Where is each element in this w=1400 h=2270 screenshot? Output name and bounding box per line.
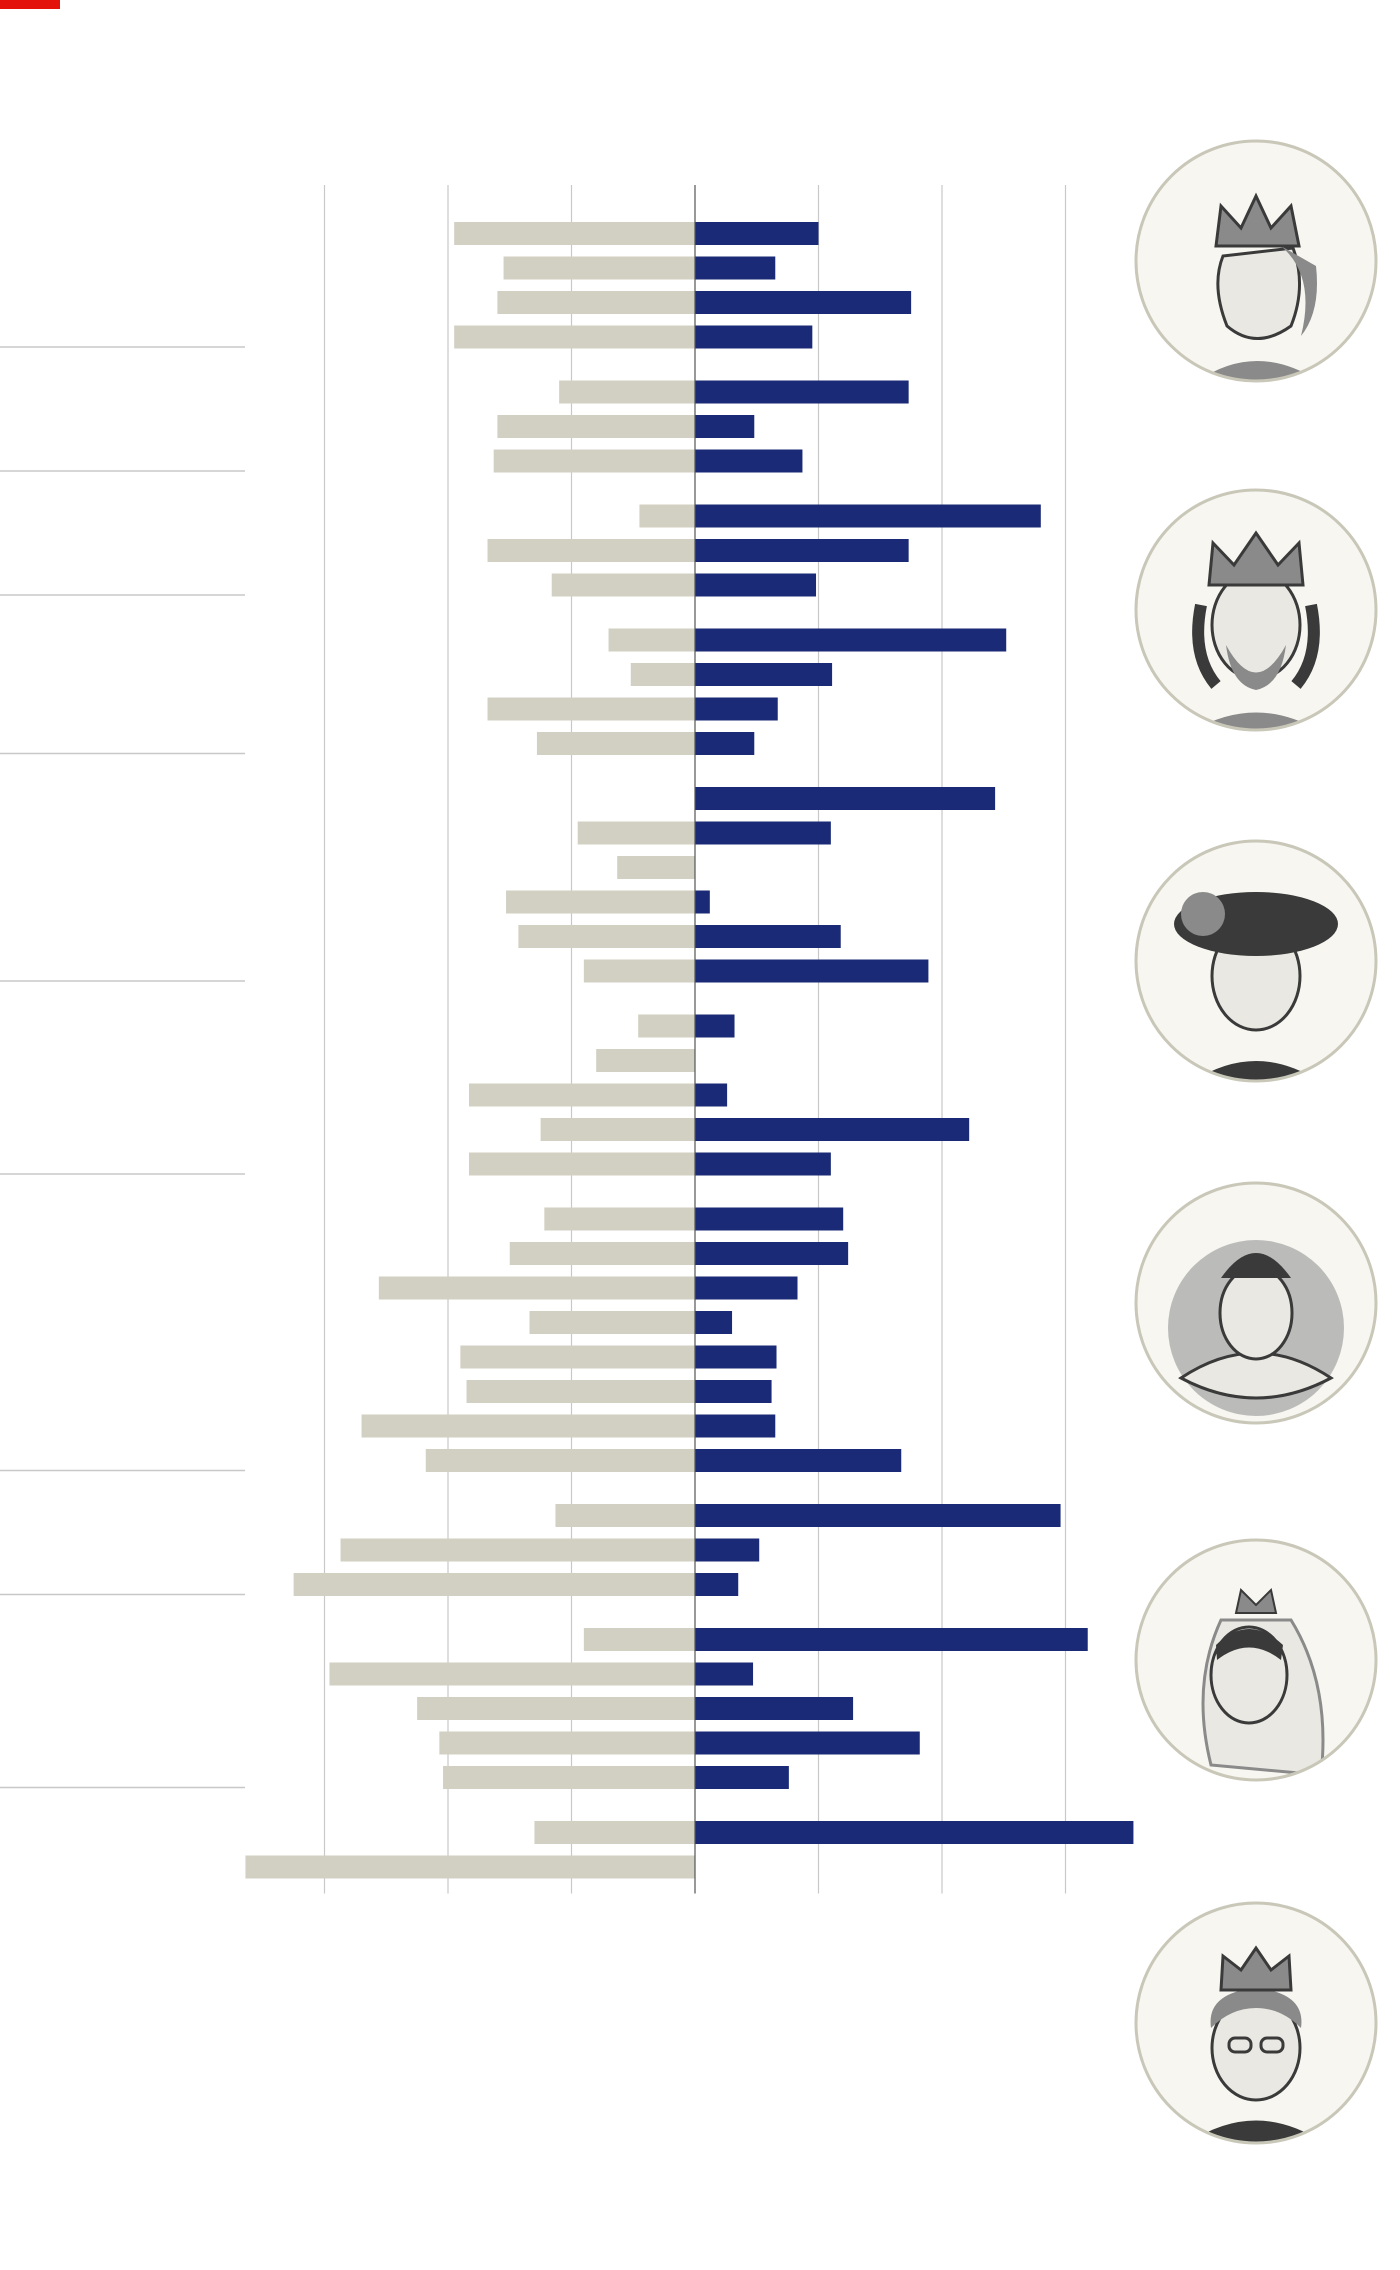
bar-years-on-throne bbox=[695, 1414, 776, 1438]
bar-years-on-throne bbox=[695, 1345, 777, 1369]
bar-years-on-throne bbox=[695, 1311, 733, 1334]
king-crown-profile-portrait bbox=[1131, 136, 1381, 391]
bar-years-before bbox=[630, 663, 695, 686]
bar-years-on-throne bbox=[695, 449, 803, 473]
queen-ruff-portrait bbox=[1131, 1178, 1381, 1433]
bar-years-on-throne bbox=[695, 291, 912, 314]
bar-years-before bbox=[518, 925, 695, 948]
bar-years-on-throne bbox=[695, 821, 831, 845]
bar-years-before bbox=[293, 1573, 695, 1596]
bar-years-on-throne bbox=[695, 1662, 754, 1686]
bar-years-on-throne bbox=[695, 1821, 1134, 1844]
bar-years-on-throne bbox=[695, 787, 996, 810]
bar-years-before bbox=[608, 628, 695, 652]
bar-years-on-throne bbox=[695, 573, 817, 597]
bar-years-on-throne bbox=[695, 1083, 728, 1107]
bar-years-before bbox=[509, 1242, 695, 1265]
bar-years-before bbox=[361, 1414, 695, 1438]
bar-years-on-throne bbox=[695, 1152, 831, 1176]
queen-veil-crown-portrait bbox=[1131, 1535, 1381, 1790]
bar-years-before bbox=[443, 1766, 695, 1789]
bar-years-on-throne bbox=[695, 1628, 1088, 1651]
bar-years-before bbox=[583, 1628, 695, 1651]
bar-years-before bbox=[245, 1855, 695, 1879]
bar-years-before bbox=[551, 573, 695, 597]
bar-years-on-throne bbox=[695, 1276, 798, 1300]
bar-years-before bbox=[487, 539, 695, 562]
bar-years-before bbox=[577, 821, 695, 845]
bar-years-on-throne bbox=[695, 380, 909, 404]
bar-years-before bbox=[340, 1538, 695, 1562]
bar-years-on-throne bbox=[695, 1242, 849, 1265]
bar-years-on-throne bbox=[695, 539, 909, 562]
bar-years-on-throne bbox=[695, 1731, 920, 1755]
bar-years-before bbox=[468, 1083, 695, 1107]
bar-years-on-throne bbox=[695, 732, 755, 755]
bar-years-on-throne bbox=[695, 1014, 735, 1038]
bar-years-before bbox=[583, 959, 695, 983]
bar-years-on-throne bbox=[695, 697, 778, 721]
bar-years-on-throne bbox=[695, 256, 776, 280]
bar-years-on-throne bbox=[695, 415, 755, 438]
bar-years-on-throne bbox=[695, 1207, 844, 1231]
bar-years-before bbox=[454, 222, 695, 245]
bar-years-on-throne bbox=[695, 1697, 854, 1720]
bar-years-before bbox=[468, 1152, 695, 1176]
bar-years-before bbox=[497, 415, 695, 438]
bar-years-on-throne bbox=[695, 222, 819, 245]
bar-years-before bbox=[460, 1345, 695, 1369]
bar-years-before bbox=[497, 291, 695, 314]
group-dividers bbox=[0, 346, 245, 1789]
bar-years-before bbox=[534, 1821, 695, 1844]
bar-years-before bbox=[529, 1311, 695, 1334]
bar-years-before bbox=[555, 1504, 695, 1527]
bar-years-before bbox=[454, 325, 695, 349]
bar-years-before bbox=[329, 1662, 695, 1686]
bar-years-on-throne bbox=[695, 504, 1041, 528]
king-crown-front-portrait bbox=[1131, 485, 1381, 740]
bar-years-before bbox=[536, 732, 695, 755]
bar-years-on-throne bbox=[695, 959, 929, 983]
bar-years-before bbox=[493, 449, 695, 473]
bar-years-on-throne bbox=[695, 1380, 772, 1403]
bar-years-before bbox=[559, 380, 695, 404]
bar-years-before bbox=[617, 856, 695, 879]
bar-years-before bbox=[487, 697, 695, 721]
bar-years-on-throne bbox=[695, 1573, 739, 1596]
bar-years-on-throne bbox=[695, 663, 833, 686]
bar-years-before bbox=[638, 1014, 695, 1038]
bar-years-on-throne bbox=[695, 628, 1007, 652]
queen-crown-glasses-portrait bbox=[1131, 1898, 1381, 2153]
king-feathered-hat-portrait bbox=[1131, 836, 1381, 1091]
bar-years-on-throne bbox=[695, 1538, 760, 1562]
bar-years-before bbox=[540, 1118, 695, 1141]
bar-years-on-throne bbox=[695, 925, 841, 948]
bar-years-before bbox=[425, 1449, 695, 1472]
bar-years-before bbox=[466, 1380, 695, 1403]
bar-years-before bbox=[596, 1049, 695, 1072]
bar-years-on-throne bbox=[695, 1449, 902, 1472]
bar-years-before bbox=[439, 1731, 695, 1755]
bar-years-before bbox=[417, 1697, 695, 1720]
bar-years-on-throne bbox=[695, 890, 710, 914]
bar-years-before bbox=[506, 890, 695, 914]
brand-accent-bar bbox=[0, 0, 60, 9]
bar-years-before bbox=[639, 504, 695, 528]
bar-years-on-throne bbox=[695, 325, 813, 349]
bar-years-on-throne bbox=[695, 1504, 1061, 1527]
bar-years-before bbox=[544, 1207, 695, 1231]
chart-bars bbox=[245, 222, 1134, 1879]
bar-years-on-throne bbox=[695, 1766, 789, 1789]
bar-years-before bbox=[378, 1276, 695, 1300]
bar-years-on-throne bbox=[695, 1118, 970, 1141]
bar-years-before bbox=[503, 256, 695, 280]
